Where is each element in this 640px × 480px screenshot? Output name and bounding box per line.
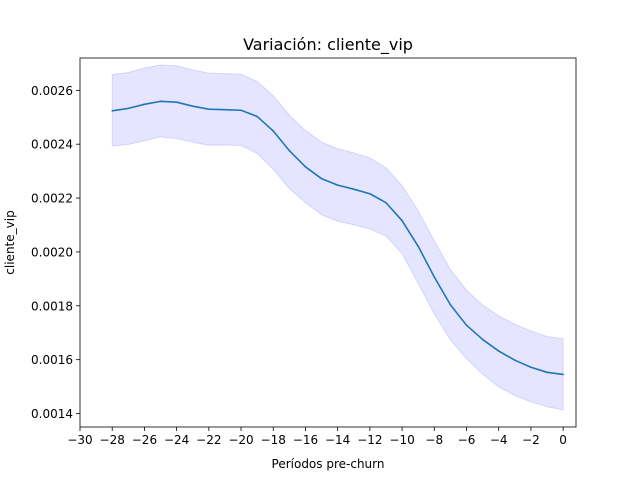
data-point	[256, 115, 258, 118]
data-point	[465, 324, 468, 326]
data-point	[224, 108, 226, 111]
data-point	[127, 107, 130, 110]
y-axis-label: cliente_vip	[3, 210, 17, 274]
data-point	[514, 359, 516, 362]
y-axis: 0.0014 0.0016 0.0018 0.0020 0.0022 0.0024 0.00…	[31, 84, 80, 421]
series-line-layer	[111, 100, 564, 376]
x-tick-label: 0	[559, 433, 567, 447]
x-tick-label: −20	[228, 433, 253, 447]
y-tick-label: 0.0018	[31, 299, 73, 313]
confidence-band	[111, 64, 564, 411]
x-tick-label: −22	[196, 433, 221, 447]
x-tick-label: −2	[522, 433, 540, 447]
data-point	[530, 366, 532, 369]
x-tick-label: −24	[164, 433, 189, 447]
data-point	[208, 108, 210, 110]
data-point	[336, 184, 339, 186]
data-point	[481, 338, 484, 341]
x-tick-label: −6	[458, 433, 476, 447]
x-tick-label: −8	[425, 433, 443, 447]
x-tick-label: −30	[67, 433, 92, 447]
x-tick-label: −4	[490, 433, 508, 447]
x-axis: −30 −28 −26 −24 −22 −20 −18 −16 −14 −12 −10 −8 −6 −4−…	[67, 427, 567, 447]
plot-frame	[79, 57, 577, 428]
data-point	[159, 100, 162, 103]
data-point	[369, 192, 371, 195]
x-tick-label: −26	[132, 433, 157, 447]
data-point	[143, 103, 146, 106]
x-tick-label: −12	[357, 433, 382, 447]
data-point	[175, 101, 178, 103]
data-point	[111, 109, 114, 112]
data-point	[304, 166, 307, 168]
data-point	[497, 350, 500, 352]
x-tick-label: −16	[293, 433, 318, 447]
y-tick-label: 0.0026	[31, 84, 73, 98]
data-point	[191, 105, 194, 108]
x-tick-label: −18	[261, 433, 286, 447]
data-point	[546, 371, 548, 374]
x-tick-label: −10	[389, 433, 414, 447]
data-point	[288, 149, 291, 152]
data-point	[401, 219, 403, 222]
x-axis-label: Períodos pre-churn	[272, 457, 385, 471]
data-point	[385, 201, 387, 204]
confidence-band-layer	[111, 64, 564, 411]
y-tick-label: 0.0022	[31, 192, 73, 206]
data-point	[320, 177, 323, 180]
data-point	[240, 109, 242, 112]
x-tick-label: −28	[100, 433, 125, 447]
x-tick-label: −14	[325, 433, 350, 447]
y-tick-label: 0.0020	[31, 245, 73, 259]
data-point	[562, 373, 564, 376]
y-tick-label: 0.0016	[31, 353, 73, 367]
data-point	[272, 130, 275, 132]
chart-title: Variación: cliente_vip	[243, 35, 413, 55]
data-point	[433, 276, 436, 278]
y-tick-label: 0.0024	[31, 138, 73, 152]
data-point	[449, 303, 452, 306]
data-point	[352, 188, 355, 190]
y-tick-label: 0.0014	[31, 407, 73, 421]
data-point	[417, 245, 419, 248]
